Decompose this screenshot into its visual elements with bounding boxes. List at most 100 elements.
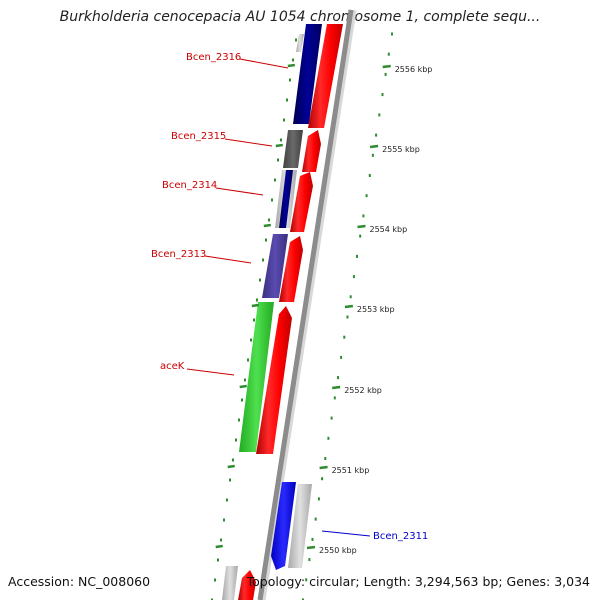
inner-ruler-dot bbox=[223, 518, 225, 522]
inner-ruler-dot bbox=[280, 138, 282, 142]
feature-bcen-2313 bbox=[262, 234, 288, 298]
inner-major-tick bbox=[251, 303, 259, 308]
inner-ruler-dot bbox=[241, 398, 243, 402]
topology-label: Topology: circular; Length: 3,294,563 bp… bbox=[246, 574, 590, 589]
outer-ruler-dot bbox=[324, 457, 327, 460]
gene-label-leader bbox=[321, 530, 371, 537]
inner-ruler-dot bbox=[211, 598, 213, 600]
feature-red-4 bbox=[279, 236, 303, 302]
feature-gray-small-top bbox=[296, 34, 304, 52]
inner-ruler-dot bbox=[289, 78, 291, 82]
feature-red-5 bbox=[256, 306, 292, 454]
gene-label: Bcen_2313 bbox=[151, 249, 206, 260]
inner-ruler-dot bbox=[295, 38, 297, 42]
inner-ruler-dot bbox=[292, 58, 294, 62]
gene-labels: Bcen_2316 Bcen_2315 Bcen_2314 Bcen_2313 aceK… bbox=[151, 52, 428, 542]
outer-ruler-dot bbox=[337, 376, 339, 380]
outer-major-tick bbox=[319, 465, 328, 470]
inner-major-tick bbox=[239, 384, 247, 389]
gene-label-leader bbox=[215, 187, 264, 196]
inner-ruler-dot bbox=[265, 238, 267, 242]
gene-label: Bcen_2311 bbox=[373, 531, 428, 542]
feature-gray-bottom-left bbox=[222, 566, 238, 600]
inner-ruler-dot bbox=[235, 438, 237, 442]
inner-ruler-dot bbox=[226, 498, 228, 502]
backbone-line bbox=[257, 9, 354, 600]
outer-ruler-dot bbox=[330, 416, 333, 420]
scale-tick-label: 2556 kbp bbox=[395, 65, 433, 74]
ruler-dots bbox=[211, 32, 393, 600]
outer-ruler-dot bbox=[302, 598, 304, 600]
scale-tick-label: 2554 kbp bbox=[370, 225, 408, 234]
outer-ruler-dot bbox=[349, 295, 352, 299]
inner-major-tick bbox=[227, 464, 235, 469]
gene-label-leader bbox=[224, 138, 273, 147]
inner-major-tick bbox=[287, 63, 295, 68]
gene-label: Bcen_2314 bbox=[162, 180, 217, 191]
outer-ruler-dot bbox=[378, 113, 381, 117]
feature-bcen-2314 bbox=[279, 170, 293, 228]
scale-tick-label: 2551 kbp bbox=[332, 466, 370, 475]
feature-red-2 bbox=[302, 130, 321, 172]
feature-acek bbox=[239, 302, 274, 452]
accession-label: Accession: NC_008060 bbox=[8, 574, 151, 589]
forward-strand-features bbox=[238, 24, 343, 600]
outer-ruler-dot bbox=[314, 517, 317, 521]
outer-ruler-dot bbox=[368, 174, 371, 177]
outer-ruler-dot bbox=[317, 497, 320, 501]
outer-major-tick bbox=[369, 144, 379, 149]
inner-ruler-dot bbox=[274, 178, 276, 182]
reverse-strand-features bbox=[222, 24, 322, 600]
inner-ruler-dot bbox=[250, 338, 252, 342]
outer-major-tick bbox=[344, 304, 354, 309]
map-title: Burkholderia cenocepacia AU 1054 chromos… bbox=[59, 9, 541, 25]
outer-major-tick bbox=[332, 385, 341, 390]
outer-ruler-dot bbox=[365, 194, 368, 198]
feature-red-bottom bbox=[238, 570, 256, 600]
inner-ruler-dot bbox=[277, 158, 279, 162]
inner-ruler-dot bbox=[283, 118, 285, 122]
outer-ruler-dot bbox=[321, 477, 324, 481]
inner-ruler-dot bbox=[220, 538, 222, 542]
feature-bcen-2315 bbox=[283, 130, 303, 168]
gene-label: Bcen_2316 bbox=[186, 52, 241, 63]
outer-major-tick bbox=[357, 224, 366, 229]
feature-bcen-2316 bbox=[293, 24, 322, 124]
inner-ruler-dot bbox=[217, 558, 219, 562]
outer-major-tick bbox=[306, 545, 316, 550]
gene-label: Bcen_2315 bbox=[171, 131, 226, 142]
outer-ruler-dot bbox=[333, 396, 336, 400]
inner-ruler-dot bbox=[244, 378, 246, 382]
scale-tick-label: 2553 kbp bbox=[357, 305, 395, 314]
feature-red-1 bbox=[308, 24, 343, 128]
outer-ruler-dot bbox=[375, 133, 378, 137]
outer-ruler-dot bbox=[391, 32, 393, 36]
outer-ruler-dot bbox=[340, 355, 343, 359]
outer-ruler-dot bbox=[346, 315, 349, 319]
gene-label-leader bbox=[204, 255, 252, 264]
outer-ruler-dot bbox=[356, 254, 358, 258]
outer-ruler-dot bbox=[327, 436, 330, 440]
gene-label: aceK bbox=[160, 361, 185, 372]
inner-ruler-dot bbox=[256, 298, 258, 302]
inner-ruler-dot bbox=[232, 458, 234, 462]
inner-major-tick bbox=[215, 544, 223, 549]
inner-ruler-dot bbox=[229, 478, 231, 482]
inner-ruler-dot bbox=[271, 198, 273, 202]
inner-major-tick bbox=[263, 223, 271, 228]
gene-label-leader bbox=[239, 58, 289, 69]
scale-tick-label: 2555 kbp bbox=[382, 145, 420, 154]
outer-ruler-dot bbox=[305, 578, 308, 582]
inner-ruler-dot bbox=[238, 418, 240, 422]
outer-ruler-dot bbox=[362, 214, 365, 218]
outer-ruler-dot bbox=[311, 537, 314, 541]
inner-ruler-dot bbox=[253, 318, 255, 322]
inner-ruler-dot bbox=[286, 98, 288, 102]
scale-tick-label: 2550 kbp bbox=[319, 546, 357, 555]
inner-ruler-dot bbox=[259, 278, 261, 282]
inner-ruler-dot bbox=[268, 218, 270, 222]
inner-ruler-dot bbox=[247, 358, 249, 362]
outer-ruler-dot bbox=[371, 153, 374, 157]
outer-ruler-dot bbox=[343, 335, 346, 339]
